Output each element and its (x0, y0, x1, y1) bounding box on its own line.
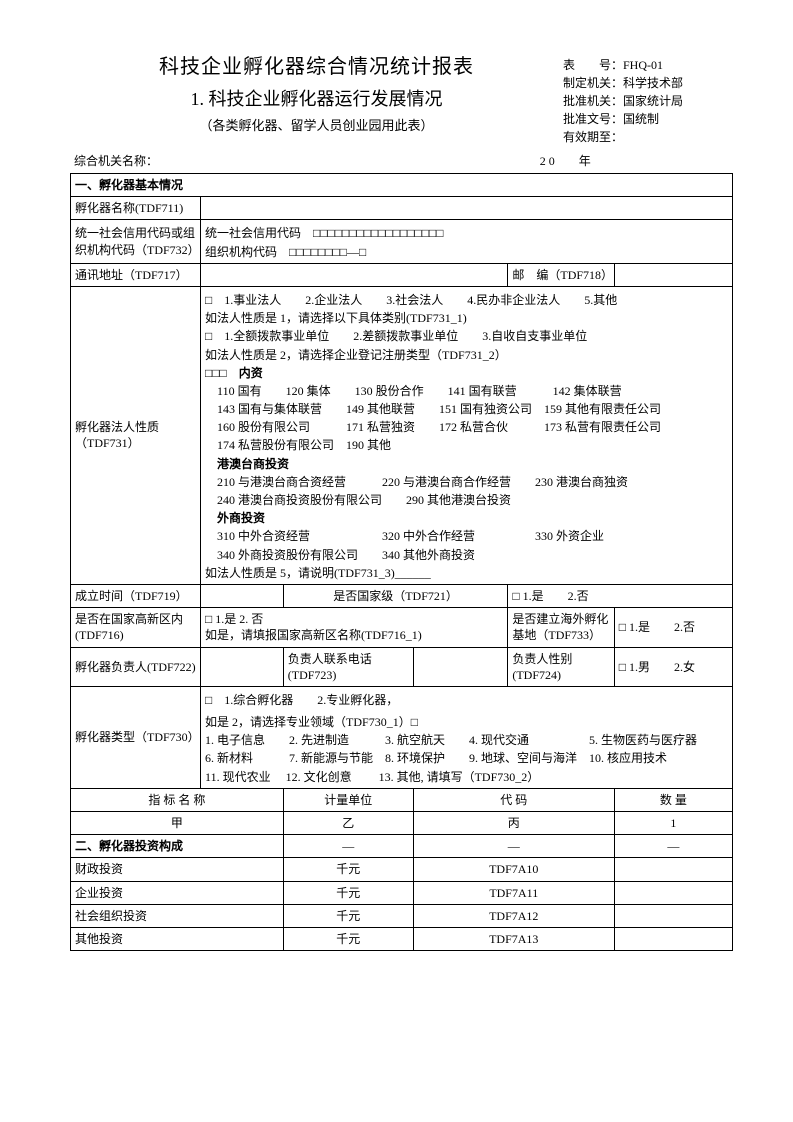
legal-l2: 如法人性质是 1，请选择以下具体类别(TDF731_1) (205, 310, 728, 326)
section1-header: 一、孵化器基本情况 (71, 174, 733, 197)
mgr-label: 孵化器负责人(TDF722) (71, 647, 201, 686)
col-unit: 计量单位 (283, 788, 413, 811)
col-header-row: 指 标 名 称 计量单位 代 码 数 量 (71, 788, 733, 811)
col-qty: 数 量 (614, 788, 732, 811)
section2-row: 二、孵化器投资构成 ——— (71, 835, 733, 858)
invest-row-2: 社会组织投资 千元 TDF7A12 (71, 904, 733, 927)
legal-l13: 外商投资 (205, 510, 728, 526)
invest-row-0: 财政投资 千元 TDF7A10 (71, 858, 733, 881)
col-code: 代 码 (413, 788, 614, 811)
estab-label: 成立时间（TDF719） (71, 584, 201, 607)
maker: 制定机关：科学技术部 (563, 74, 733, 92)
legal-l16: 如法人性质是 5，请说明(TDF731_3)______ (205, 565, 728, 581)
hiz-label: 是否在国家高新区内(TDF716) (71, 608, 201, 647)
usc-label: 统一社会信用代码或组织机构代码（TDF732） (71, 220, 201, 263)
r2b: 千元 (283, 904, 413, 927)
type-label: 孵化器类型（TDF730） (71, 686, 201, 788)
invest-row-3: 其他投资 千元 TDF7A13 (71, 927, 733, 950)
type-content: □ 1.综合孵化器 2.专业孵化器， 如是 2，请选择专业领域（TDF730_1… (201, 686, 733, 788)
usc-line1: 统一社会信用代码 □□□□□□□□□□□□□□□□□□ (205, 225, 728, 241)
legal-l12: 240 港澳台商投资股份有限公司 290 其他港澳台投资 (205, 492, 728, 508)
mgr-sex-opt: □ 1.男 2.女 (614, 647, 732, 686)
col-indicator: 指 标 名 称 (71, 788, 284, 811)
row-type: 孵化器类型（TDF730） □ 1.综合孵化器 2.专业孵化器， 如是 2，请选… (71, 686, 733, 788)
r0a: 财政投资 (71, 858, 284, 881)
r0c: TDF7A10 (413, 858, 614, 881)
r1a: 企业投资 (71, 881, 284, 904)
legal-l9: 174 私营股份有限公司 190 其他 (205, 437, 728, 453)
r3c: TDF7A13 (413, 927, 614, 950)
row-name: 孵化器名称(TDF711) (71, 197, 733, 220)
r1b: 千元 (283, 881, 413, 904)
valid-until: 有效期至： (563, 128, 733, 146)
legal-l4: 如法人性质是 2，请选择企业登记注册类型（TDF731_2） (205, 347, 728, 363)
sub-d: 1 (614, 812, 732, 835)
mgr-tel-label: 负责人联系电话(TDF723) (283, 647, 413, 686)
sub-note: （各类孵化器、留学人员创业园用此表） (70, 115, 563, 134)
approver: 批准机关：国家统计局 (563, 92, 733, 110)
natl-opt: □ 1.是 2.否 (508, 584, 733, 607)
row-manager: 孵化器负责人(TDF722) 负责人联系电话(TDF723) 负责人性别(TDF… (71, 647, 733, 686)
legal-label: 孵化器法人性质（TDF731） (71, 286, 201, 584)
r3a: 其他投资 (71, 927, 284, 950)
r3b: 千元 (283, 927, 413, 950)
year-label: 2 0 年 (402, 152, 730, 169)
type-l5: 11. 现代农业 12. 文化创意 13. 其他, 请填写（TDF730_2） (205, 769, 728, 785)
header-meta: 表 号：FHQ-01 制定机关：科学技术部 批准机关：国家统计局 批准文号：国统… (563, 50, 733, 146)
type-l2: 如是 2，请选择专业领域（TDF730_1）□ (205, 714, 728, 730)
r1c: TDF7A11 (413, 881, 614, 904)
sub-b: 乙 (283, 812, 413, 835)
section2-header: 二、孵化器投资构成 (71, 835, 284, 858)
legal-l1: □ 1.事业法人 2.企业法人 3.社会法人 4.民办非企业法人 5.其他 (205, 292, 728, 308)
row-hiz: 是否在国家高新区内(TDF716) □ 1.是 2. 否 如是，请填报国家高新区… (71, 608, 733, 647)
r2c: TDF7A12 (413, 904, 614, 927)
legal-l6: 110 国有 120 集体 130 股份合作 141 国有联营 142 集体联营 (205, 383, 728, 399)
overseas-label: 是否建立海外孵化基地（TDF733） (508, 608, 614, 647)
sub-a: 甲 (71, 812, 284, 835)
legal-l11: 210 与港澳台商合资经营 220 与港澳台商合作经营 230 港澳台商独资 (205, 474, 728, 490)
legal-l14: 310 中外合资经营 320 中外合作经营 330 外资企业 (205, 528, 728, 544)
legal-content: □ 1.事业法人 2.企业法人 3.社会法人 4.民办非企业法人 5.其他 如法… (201, 286, 733, 584)
usc-line2: 组织机构代码 □□□□□□□□—□ (205, 244, 728, 260)
legal-l7: 143 国有与集体联营 149 其他联营 151 国有独资公司 159 其他有限… (205, 401, 728, 417)
col-subheader-row: 甲 乙 丙 1 (71, 812, 733, 835)
hiz-content: □ 1.是 2. 否 如是，请填报国家高新区名称(TDF716_1) (201, 608, 508, 647)
addr-label: 通讯地址（TDF717） (71, 263, 201, 286)
form-table: 一、孵化器基本情况 孵化器名称(TDF711) 统一社会信用代码或组织机构代码（… (70, 173, 733, 951)
legal-l8: 160 股份有限公司 171 私营独资 172 私营合伙 173 私营有限责任公… (205, 419, 728, 435)
legal-l3: □ 1.全额拨款事业单位 2.差额拨款事业单位 3.自收自支事业单位 (205, 328, 728, 344)
overseas-opt: □ 1.是 2.否 (614, 608, 732, 647)
type-l3: 1. 电子信息 2. 先进制造 3. 航空航天 4. 现代交通 5. 生物医药与… (205, 732, 728, 748)
zip-label: 邮 编（TDF718） (508, 263, 614, 286)
form-no: 表 号：FHQ-01 (563, 56, 733, 74)
approve-no: 批准文号：国统制 (563, 110, 733, 128)
org-name-label: 综合机关名称： (74, 152, 402, 169)
row-addr: 通讯地址（TDF717） 邮 编（TDF718） (71, 263, 733, 286)
invest-row-1: 企业投资 千元 TDF7A11 (71, 881, 733, 904)
legal-l10: 港澳台商投资 (205, 456, 728, 472)
type-l4: 6. 新材料 7. 新能源与节能 8. 环境保护 9. 地球、空间与海洋 10.… (205, 750, 728, 766)
name-label: 孵化器名称(TDF711) (71, 197, 201, 220)
r2a: 社会组织投资 (71, 904, 284, 927)
type-l1: □ 1.综合孵化器 2.专业孵化器， (205, 692, 728, 708)
row-establish: 成立时间（TDF719） 是否国家级（TDF721） □ 1.是 2.否 (71, 584, 733, 607)
legal-l15: 340 外商投资股份有限公司 340 其他外商投资 (205, 547, 728, 563)
sub-title: 1. 科技企业孵化器运行发展情况 (70, 85, 563, 111)
legal-l5: □□□ 内资 (205, 365, 728, 381)
sub-c: 丙 (413, 812, 614, 835)
natl-label: 是否国家级（TDF721） (283, 584, 508, 607)
r0b: 千元 (283, 858, 413, 881)
row-usc: 统一社会信用代码或组织机构代码（TDF732） 统一社会信用代码 □□□□□□□… (71, 220, 733, 263)
row-legal: 孵化器法人性质（TDF731） □ 1.事业法人 2.企业法人 3.社会法人 4… (71, 286, 733, 584)
mgr-sex-label: 负责人性别(TDF724) (508, 647, 614, 686)
main-title: 科技企业孵化器综合情况统计报表 (70, 50, 563, 79)
